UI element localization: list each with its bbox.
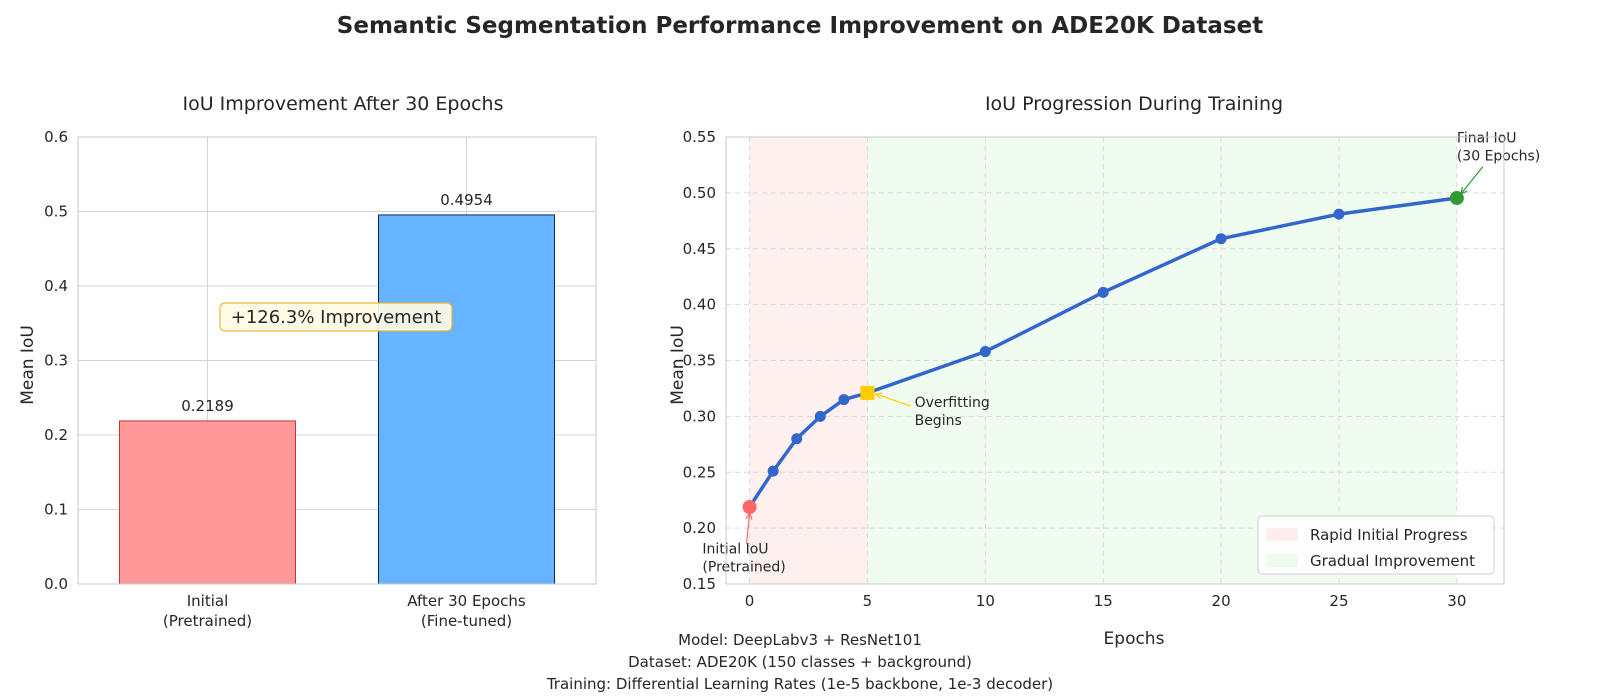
line-annotation-text: Overfitting — [915, 395, 990, 411]
legend-swatch — [1266, 554, 1298, 567]
legend: Rapid Initial Progress Gradual Improvemen… — [1257, 515, 1495, 575]
bar-ytick-label: 0.1 — [44, 501, 68, 519]
line-xtick-label: 0 — [745, 592, 755, 610]
footer-text: Model: DeepLabv3 + ResNet101 Dataset: AD… — [546, 631, 1053, 693]
bar-ytick-label: 0.6 — [44, 128, 68, 146]
improvement-annotation-text: +126.3% Improvement — [231, 307, 442, 328]
bar — [119, 420, 296, 585]
bar-value-label: 0.4954 — [440, 191, 493, 209]
bar-chart-title: IoU Improvement After 30 Epochs — [183, 93, 504, 115]
line-ytick-label: 0.55 — [683, 128, 716, 146]
highlight-marker — [742, 500, 757, 515]
bar — [378, 214, 555, 585]
line-ytick-label: 0.20 — [683, 519, 716, 537]
line-xtick-label: 15 — [1094, 592, 1113, 610]
line-ytick-label: 0.40 — [683, 296, 716, 314]
line-chart-xlabel: Epochs — [1104, 629, 1165, 649]
figure-suptitle: Semantic Segmentation Performance Improv… — [337, 13, 1263, 39]
bar-xtick-label: After 30 Epochs — [407, 592, 526, 610]
bar-chart-ylabel: Mean IoU — [18, 325, 38, 405]
line-chart: IoU Progression During Training Epochs M… — [668, 93, 1540, 649]
series-point — [1215, 233, 1227, 245]
series-point — [838, 394, 850, 406]
series-point — [1333, 208, 1345, 220]
bar-xtick-label: (Pretrained) — [163, 612, 252, 630]
bar-value-label: 0.2189 — [181, 397, 234, 415]
bar-ytick-label: 0.3 — [44, 352, 68, 370]
bar-ytick-label: 0.4 — [44, 277, 68, 295]
footer-line-training: Training: Differential Learning Rates (1… — [546, 675, 1053, 693]
line-annotation-text: Begins — [915, 413, 962, 429]
bar-ytick-label: 0.0 — [44, 575, 68, 593]
line-ytick-label: 0.30 — [683, 407, 716, 425]
legend-swatch — [1266, 528, 1298, 541]
bar-xtick-label: (Fine-tuned) — [421, 612, 512, 630]
annotation-arrowhead — [745, 511, 753, 520]
line-chart-title: IoU Progression During Training — [985, 93, 1283, 115]
annotation-arrow — [1460, 166, 1484, 195]
line-ytick-label: 0.15 — [683, 575, 716, 593]
line-annotation-text: Initial IoU — [702, 541, 768, 557]
highlight-marker — [860, 385, 875, 400]
line-xtick-label: 5 — [863, 592, 873, 610]
line-annotation-text: (30 Epochs) — [1457, 149, 1540, 165]
footer-line-dataset: Dataset: ADE20K (150 classes + backgroun… — [628, 653, 972, 671]
line-annotation-text: Final IoU — [1457, 131, 1517, 147]
annotation-arrowhead — [1459, 187, 1468, 196]
annotation-arrow — [745, 512, 751, 544]
bar-ytick-label: 0.2 — [44, 426, 68, 444]
series-point — [979, 346, 991, 358]
line-ytick-label: 0.50 — [683, 184, 716, 202]
line-xtick-label: 30 — [1447, 592, 1466, 610]
line-ytick-label: 0.45 — [683, 240, 716, 258]
bar-plot-frame — [77, 136, 597, 585]
line-plot-frame — [725, 136, 1505, 585]
series-point — [814, 410, 826, 422]
series-point — [791, 433, 803, 445]
line-xtick-label: 20 — [1212, 592, 1231, 610]
line-xtick-label: 10 — [976, 592, 995, 610]
bar-chart: IoU Improvement After 30 Epochs Mean IoU… — [18, 93, 597, 630]
series-point — [767, 465, 779, 477]
legend-label: Gradual Improvement — [1310, 552, 1475, 570]
line-annotation-text: (Pretrained) — [702, 559, 785, 575]
legend-label: Rapid Initial Progress — [1310, 526, 1468, 544]
line-ytick-label: 0.35 — [683, 352, 716, 370]
bar-ytick-label: 0.5 — [44, 203, 68, 221]
annotation-arrow — [875, 393, 911, 407]
line-chart-ylabel: Mean IoU — [668, 325, 688, 405]
improvement-annotation-box — [219, 302, 453, 332]
legend-frame — [1257, 515, 1495, 575]
annotation-arrowhead — [874, 392, 883, 400]
line-ytick-label: 0.25 — [683, 463, 716, 481]
line-xtick-label: 25 — [1329, 592, 1348, 610]
series-point — [1097, 286, 1109, 298]
bar-xtick-label: Initial — [187, 592, 229, 610]
footer-line-model: Model: DeepLabv3 + ResNet101 — [678, 631, 922, 649]
